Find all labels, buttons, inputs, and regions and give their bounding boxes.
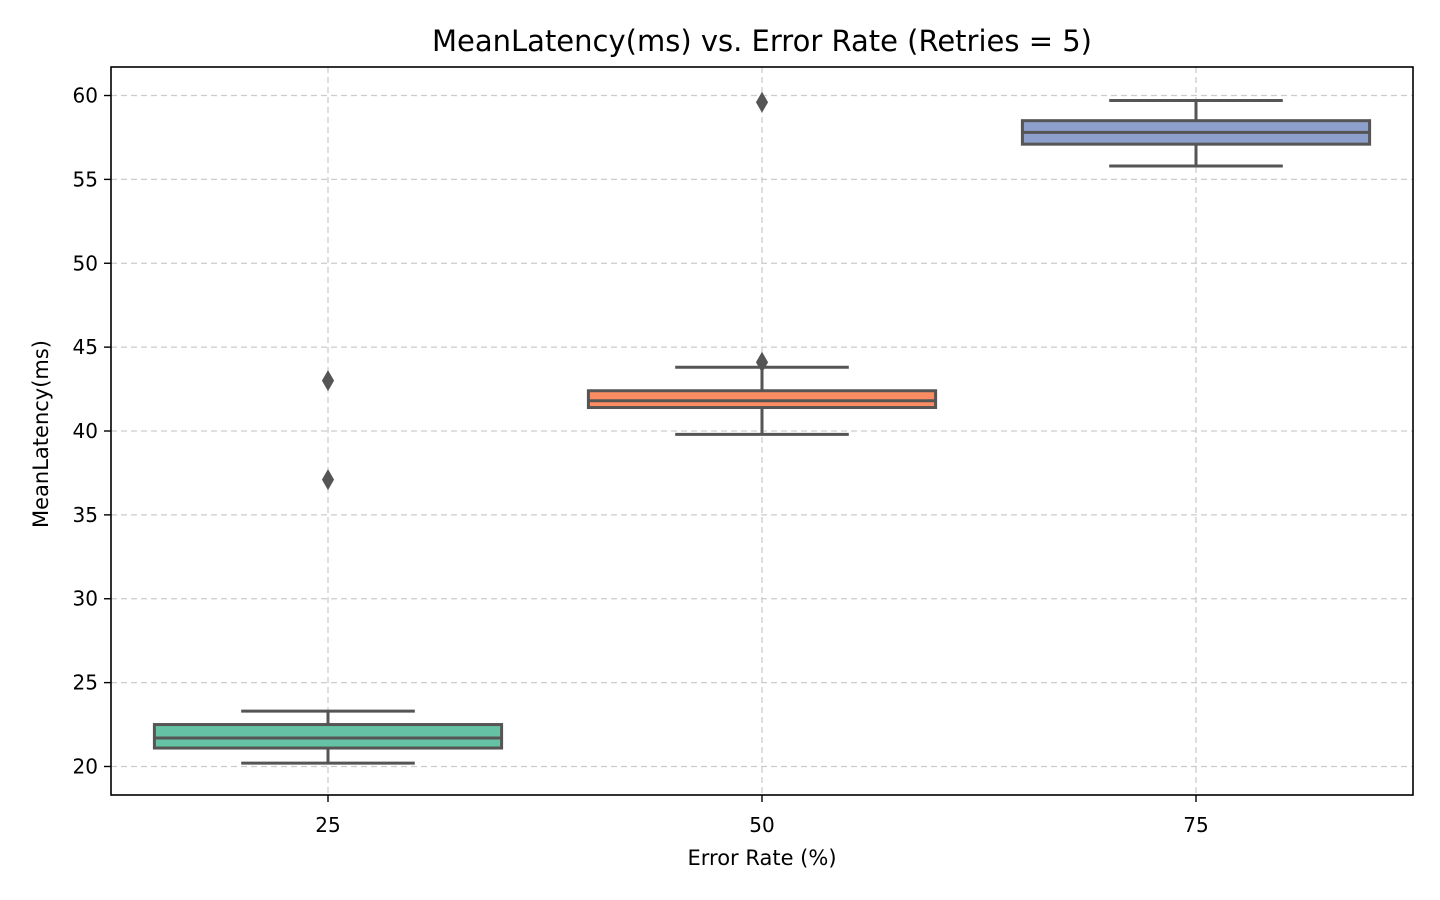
y-tick-label: 25 [73, 671, 98, 695]
y-tick-label: 55 [73, 167, 98, 191]
x-axis-label: Error Rate (%) [687, 846, 836, 870]
outlier-point [321, 469, 335, 491]
iqr-box [152, 723, 504, 750]
y-tick-label: 50 [73, 251, 98, 275]
y-tick-label: 35 [73, 503, 98, 527]
box-group-25 [152, 370, 504, 765]
y-tick-label: 45 [73, 335, 98, 359]
x-tick-label: 75 [1183, 813, 1208, 837]
tick-layer: 20 25 30 35 40 45 50 55 60 25 50 75 [73, 84, 1209, 837]
y-tick-label: 30 [73, 587, 98, 611]
box-layer [152, 91, 1372, 765]
outlier-point [755, 91, 769, 113]
outlier-point [755, 351, 769, 373]
x-tick-label: 25 [315, 813, 340, 837]
iqr-box [586, 389, 938, 410]
box-group-50 [586, 91, 938, 436]
outlier-point [321, 370, 335, 392]
box-group-75 [1020, 99, 1372, 168]
y-tick-label: 60 [73, 84, 98, 108]
y-axis-label: MeanLatency(ms) [29, 340, 53, 528]
y-tick-label: 40 [73, 419, 98, 443]
y-tick-label: 20 [73, 754, 98, 778]
x-tick-label: 50 [749, 813, 774, 837]
chart-title: MeanLatency(ms) vs. Error Rate (Retries … [432, 24, 1092, 58]
